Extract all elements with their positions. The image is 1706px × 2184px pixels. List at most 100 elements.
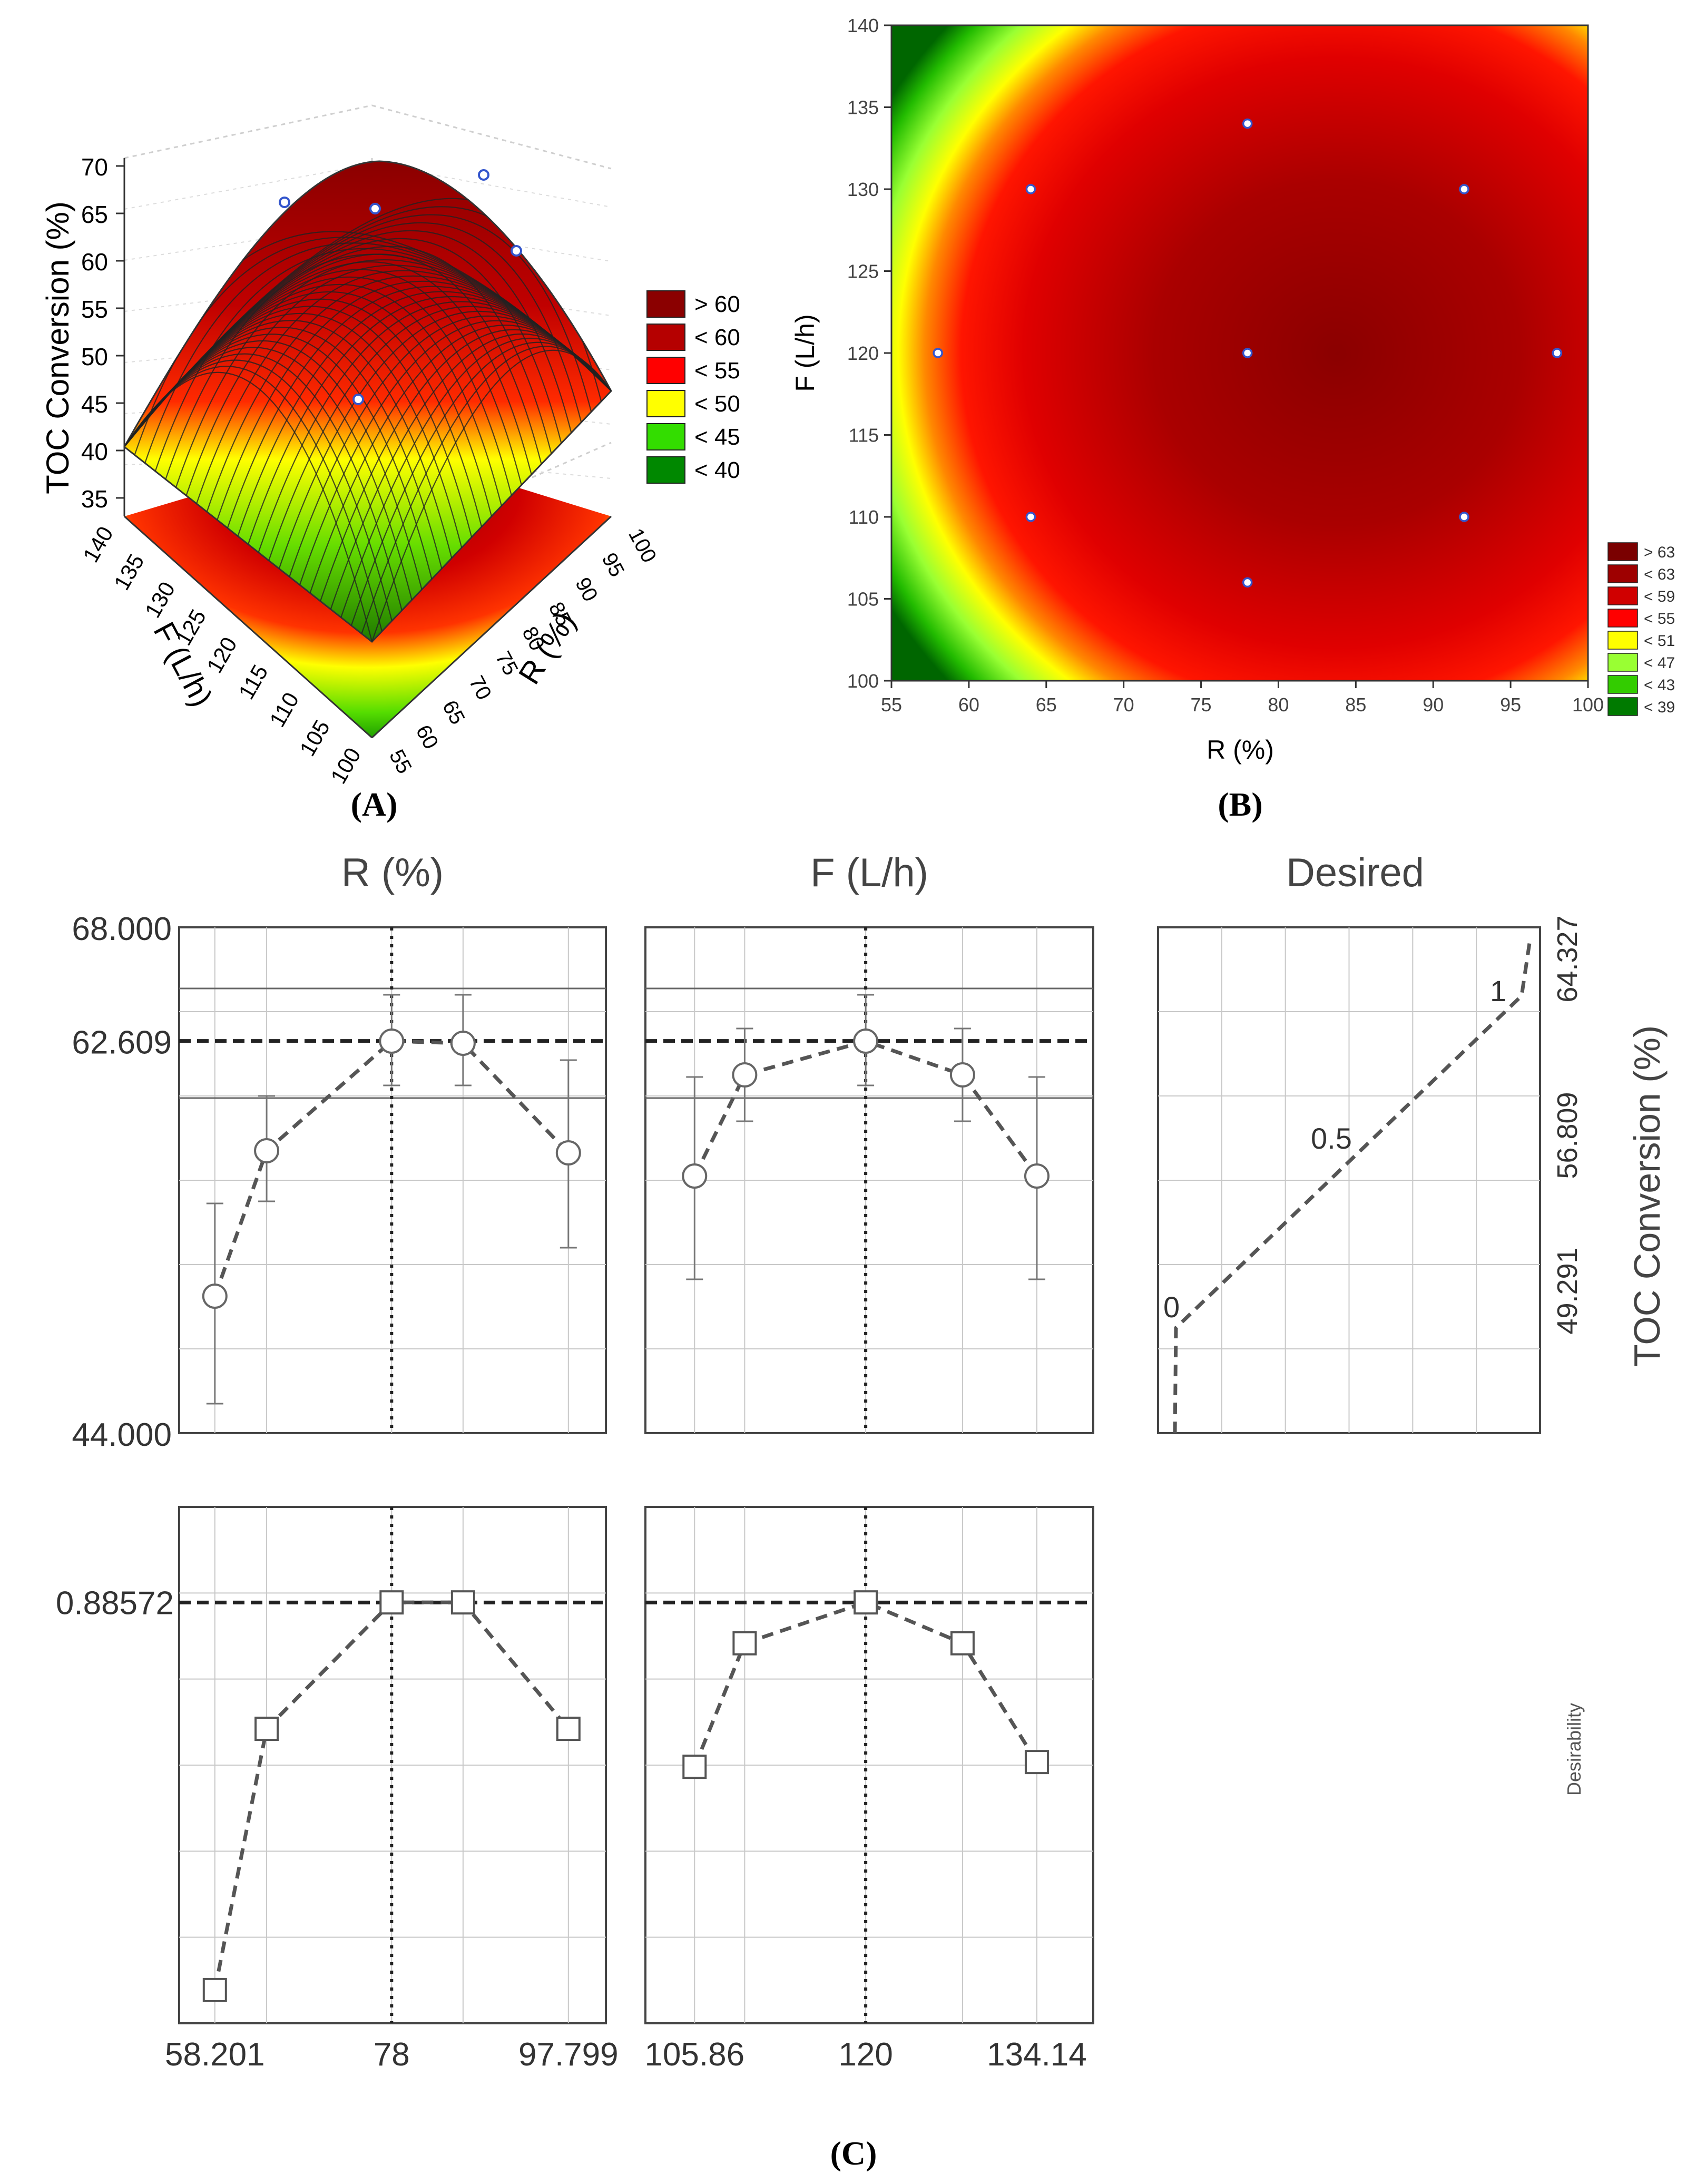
panel-a-design-point: [369, 203, 381, 214]
panel-a-z-tick-label: 60: [81, 248, 108, 276]
panel-b-x-tick-label: 70: [1113, 694, 1134, 716]
panel-c-des-r-point: [202, 1977, 227, 2002]
panel-b-y-ticks: 100 105 110 115 120 125 130 135 140: [847, 15, 891, 692]
panel-a-x-tick-label: 90: [571, 574, 602, 605]
panel-c-toc-tick-label: 44.000: [72, 1417, 172, 1453]
panel-b-x-tick-label: 85: [1345, 694, 1366, 716]
panel-b-x-tick-label: 60: [958, 694, 979, 716]
panel-a-y-tick-label: 110: [264, 688, 303, 731]
panel-a-grid-line: [124, 163, 372, 210]
panel-c-des-r-point: [254, 1717, 279, 1741]
panel-a-legend-label: < 45: [694, 424, 740, 450]
panel-a-y-tick-label: 115: [233, 661, 272, 703]
panel-a-x-tick-label: 65: [438, 697, 469, 728]
panel-a-legend-swatch: [646, 423, 685, 450]
panel-c-toc-f-point: [1024, 1163, 1050, 1189]
panel-c-toc-r-point: [202, 1284, 228, 1309]
panel-c-toc-axis-label: TOC Conversion (%): [1626, 1025, 1668, 1367]
panel-b-design-point: [1552, 348, 1562, 358]
panel-a-z-axis-label: TOC Conversion (%): [40, 201, 75, 494]
panel-a-y-tick-label: 135: [109, 550, 149, 594]
panel-c-des-r-point: [450, 1590, 475, 1615]
panel-c-toc-tick-label: 62.609: [72, 1025, 172, 1061]
panel-a-x-tick-label: 70: [464, 672, 496, 704]
panel-b-y-axis-label: F (L/h): [790, 314, 820, 391]
panel-c-col-title-r: R (%): [341, 850, 444, 895]
panel-a-legend-label: < 50: [694, 391, 740, 417]
panel-a-axes: [123, 158, 612, 739]
panel-b-legend-swatch: [1607, 675, 1638, 694]
panel-b-legend-label: < 39: [1644, 699, 1675, 716]
panel-b-legend: > 63 < 63 < 59 < 55 < 51 < 47 < 43 < 39: [1607, 542, 1675, 716]
panel-a-legend-label: < 40: [694, 457, 740, 483]
panel-b-design-point: [933, 348, 943, 358]
panel-b-y-tick-label: 100: [847, 670, 879, 692]
panel-a-z-tick-label: 40: [81, 438, 108, 465]
panel-label-b: (B): [1218, 786, 1262, 823]
panel-a-z-ticks: 35 40 45 50 55 60 65 70: [81, 153, 124, 513]
panel-c-r-x-tick-label: 97.799: [518, 2036, 619, 2073]
panel-c-r-x-tick-label: 78: [374, 2036, 410, 2073]
panel-c-desired-annotation: 1: [1490, 974, 1506, 1007]
panel-b-design-point: [1459, 184, 1469, 194]
panel-a-design-points: [279, 169, 522, 405]
panel-c-profiler: R (%) F (L/h) Desired 68.000 62.609 44.000…: [56, 850, 1668, 2073]
panel-c-toc-tick-label: 68.000: [72, 911, 172, 947]
panel-c-desired-tick-label: 64.327: [1552, 915, 1583, 1002]
panel-c-toc-r-profile-line: [213, 1039, 570, 1297]
panel-a-z-tick-label: 65: [81, 201, 108, 228]
panel-b-legend-label: < 51: [1644, 632, 1675, 650]
panel-a-legend-swatch: [646, 390, 685, 417]
panel-a-legend-swatch: [646, 456, 685, 484]
panel-c-desired-annotation: 0.5: [1311, 1122, 1352, 1155]
panel-c-toc-vs-f: [644, 926, 1094, 1434]
panel-b-legend-swatch: [1607, 697, 1638, 716]
panel-b-legend-swatch: [1607, 631, 1638, 650]
panel-b-legend-label: < 43: [1644, 677, 1675, 694]
panel-c-f-x-tick-label: 120: [838, 2036, 893, 2073]
panel-a-z-tick-label: 70: [81, 153, 108, 181]
panel-b-x-tick-label: 80: [1268, 694, 1289, 716]
panel-c-toc-f-point: [949, 1062, 975, 1088]
panel-a-x-tick-label: 60: [411, 721, 443, 753]
panel-c-toc-f-point: [732, 1062, 758, 1088]
panel-a-z-tick-label: 50: [81, 343, 108, 370]
panel-c-des-r-point: [379, 1590, 404, 1615]
panel-a-surface: [123, 160, 612, 643]
panel-b-design-point: [1459, 512, 1469, 522]
panel-c-col-title-f: F (L/h): [810, 850, 928, 895]
panel-a-design-point: [478, 169, 489, 181]
panel-a-design-point: [279, 197, 290, 208]
panel-c-toc-r-point: [379, 1029, 405, 1054]
panel-c-desirability-vs-f: 105.86 120 134.14: [644, 1506, 1094, 2073]
panel-c-desirability-vs-r: 0.88572 58.201 78 97.799: [56, 1506, 619, 2073]
panel-b-design-point: [1025, 512, 1036, 522]
panel-c-toc-r-point: [450, 1031, 476, 1056]
panel-b-x-tick-label: 100: [1572, 694, 1604, 716]
panel-b-x-ticks: 55 60 65 70 75 80 85 90 95 100: [881, 681, 1604, 716]
panel-b-design-point: [1025, 184, 1036, 194]
panel-a-x-axis-label: R (%): [512, 606, 583, 690]
panel-b-legend-swatch: [1607, 586, 1638, 605]
panel-b-x-tick-label: 90: [1423, 694, 1444, 716]
panel-label-c: (C): [830, 2134, 877, 2172]
panel-b-legend-swatch: [1607, 609, 1638, 628]
panel-a-legend-label: > 60: [694, 291, 740, 317]
panel-a-legend-swatch: [646, 324, 685, 351]
panel-c-desirability-label: Desirability: [1563, 1703, 1585, 1796]
panel-b-y-tick-label: 135: [847, 97, 879, 119]
panel-c-f-x-tick-label: 134.14: [987, 2036, 1087, 2073]
panel-a-z-tick-label: 55: [81, 296, 108, 323]
panel-b-contour-plot: 55 60 65 70 75 80 85 90 95 100 100 105 110 115 120 125…: [790, 15, 1675, 765]
panel-a-legend-swatch: [646, 357, 685, 384]
panel-b-y-tick-label: 115: [849, 425, 879, 446]
panel-b-y-tick-label: 120: [847, 342, 879, 364]
panel-b-design-point: [1242, 118, 1253, 129]
panel-b-legend-swatch: [1607, 564, 1638, 583]
panel-c-desired-curve: [1173, 943, 1532, 1434]
panel-a-design-point: [511, 245, 522, 257]
panel-b-heatmap: [891, 25, 1588, 681]
panel-b-y-tick-label: 105: [847, 589, 879, 610]
panel-b-x-tick-label: 75: [1191, 694, 1212, 716]
